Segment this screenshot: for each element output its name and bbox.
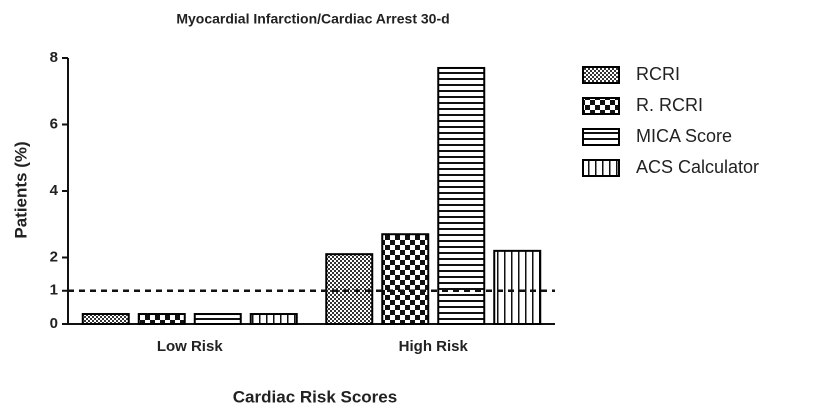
bar xyxy=(137,313,186,325)
chart-title: Myocardial Infarction/Cardiac Arrest 30-… xyxy=(176,11,449,27)
y-tick-label: 8 xyxy=(50,49,58,66)
legend-label: R. RCRI xyxy=(636,95,703,115)
y-tick-label: 2 xyxy=(50,248,58,265)
bar xyxy=(381,233,430,326)
bar xyxy=(437,66,486,325)
legend-swatch xyxy=(582,66,620,84)
legend-label: RCRI xyxy=(636,64,680,84)
x-tick-label: High Risk xyxy=(399,338,469,355)
y-tick-label: 4 xyxy=(50,182,59,199)
y-axis-label: Patients (%) xyxy=(11,141,30,238)
x-axis-label: Cardiac Risk Scores xyxy=(233,387,397,406)
legend-swatch xyxy=(582,128,620,146)
bar xyxy=(325,253,374,325)
y-tick-label: 6 xyxy=(50,115,58,132)
bar xyxy=(493,249,542,326)
x-tick-label: Low Risk xyxy=(157,338,224,355)
legend-swatch xyxy=(582,159,620,177)
legend-label: MICA Score xyxy=(636,126,732,146)
y-tick-label: 1 xyxy=(50,282,58,299)
bar xyxy=(193,313,242,325)
legend-label: ACS Calculator xyxy=(636,157,759,177)
legend-swatch xyxy=(582,97,620,115)
bar xyxy=(249,313,298,325)
bar xyxy=(81,313,130,325)
y-tick-label: 0 xyxy=(50,315,58,332)
